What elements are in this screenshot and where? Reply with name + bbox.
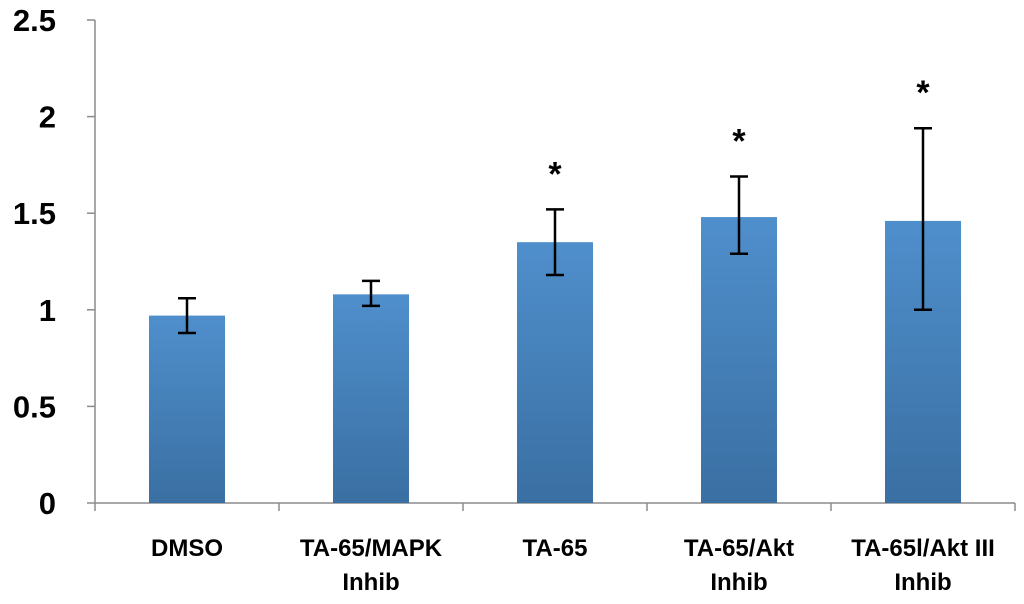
y-tick-label: 1	[39, 293, 56, 328]
x-tick-label: TA-65/MAPK	[300, 535, 443, 562]
x-tick-label: TA-65/Akt	[684, 535, 794, 562]
y-tick-label: 2.5	[13, 3, 56, 38]
significance-star: *	[732, 122, 746, 160]
bar	[149, 315, 225, 503]
error-bars	[178, 126, 932, 335]
x-tick-label: TA-65	[523, 535, 588, 562]
significance-annotations: * * *	[548, 74, 930, 193]
y-tick-label: 0	[39, 486, 56, 521]
x-axis: DMSO TA-65/MAPK Inhib TA-65 TA-65/Akt Inhib TA…	[94, 502, 1016, 596]
x-tick-label: DMSO	[151, 535, 223, 562]
x-tick-label: Inhib	[894, 569, 951, 596]
y-axis: 0 0.5 1 1.5 2 2.5	[13, 3, 96, 521]
x-tick-label: Inhib	[710, 569, 767, 596]
bars	[149, 217, 961, 504]
bar	[701, 217, 777, 503]
bar	[517, 242, 593, 503]
significance-star: *	[548, 155, 562, 193]
bar	[333, 294, 409, 503]
x-tick-label: Inhib	[342, 569, 399, 596]
x-tick-label: TA-65l/Akt III	[851, 535, 995, 562]
y-tick-label: 1.5	[13, 196, 56, 231]
y-tick-label: 2	[39, 100, 56, 135]
significance-star: *	[916, 74, 930, 112]
y-tick-label: 0.5	[13, 389, 56, 424]
